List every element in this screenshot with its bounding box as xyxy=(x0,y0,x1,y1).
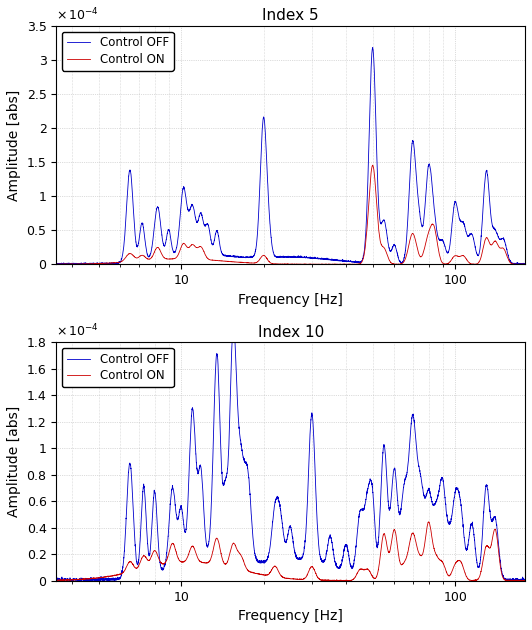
Control OFF xyxy=(53,575,60,582)
X-axis label: Frequency [Hz]: Frequency [Hz] xyxy=(238,609,343,623)
Control OFF xyxy=(77,576,83,583)
Control OFF xyxy=(351,556,358,564)
Control ON xyxy=(77,260,83,268)
Title: Index 5: Index 5 xyxy=(262,8,319,23)
Control ON xyxy=(516,577,522,585)
Control OFF xyxy=(426,486,432,494)
Control OFF xyxy=(401,255,407,262)
Line: Control ON: Control ON xyxy=(56,165,525,265)
Control OFF xyxy=(223,474,229,481)
Control OFF xyxy=(522,260,528,268)
Control ON xyxy=(223,560,229,568)
Line: Control OFF: Control OFF xyxy=(56,323,525,581)
Control ON xyxy=(522,260,528,268)
Control ON xyxy=(370,161,376,169)
Control ON xyxy=(330,576,337,584)
Control OFF xyxy=(512,261,519,268)
Control ON xyxy=(401,258,407,265)
Control ON xyxy=(401,559,407,566)
Line: Control OFF: Control OFF xyxy=(56,47,525,265)
Control ON xyxy=(223,258,229,265)
Control ON xyxy=(77,575,83,583)
Legend: Control OFF, Control ON: Control OFF, Control ON xyxy=(62,32,174,71)
Text: $\times\,10^{-4}$: $\times\,10^{-4}$ xyxy=(56,323,99,340)
Control ON xyxy=(426,227,432,235)
X-axis label: Frequency [Hz]: Frequency [Hz] xyxy=(238,293,343,307)
Control OFF xyxy=(370,43,376,51)
Control ON xyxy=(342,261,348,268)
Control OFF xyxy=(522,575,528,583)
Y-axis label: Amplitude [abs]: Amplitude [abs] xyxy=(7,89,21,201)
Control ON xyxy=(53,576,60,584)
Control OFF xyxy=(351,258,358,266)
Control ON xyxy=(330,261,337,268)
Control OFF xyxy=(223,252,229,260)
Text: $\times\,10^{-4}$: $\times\,10^{-4}$ xyxy=(56,7,99,23)
Legend: Control OFF, Control ON: Control OFF, Control ON xyxy=(62,348,174,387)
Control OFF xyxy=(330,551,337,558)
Control ON xyxy=(53,260,60,268)
Control OFF xyxy=(330,256,337,263)
Control ON xyxy=(425,518,431,525)
Control OFF xyxy=(77,260,83,268)
Control ON xyxy=(351,260,358,268)
Control OFF xyxy=(53,260,60,268)
Title: Index 10: Index 10 xyxy=(257,324,324,340)
Control OFF xyxy=(230,319,237,326)
Y-axis label: Amplitude [abs]: Amplitude [abs] xyxy=(7,406,21,517)
Control OFF xyxy=(401,481,407,488)
Line: Control ON: Control ON xyxy=(56,522,525,581)
Control OFF xyxy=(84,577,90,585)
Control ON xyxy=(351,575,358,582)
Control ON xyxy=(426,518,432,526)
Control ON xyxy=(522,576,528,584)
Control OFF xyxy=(426,161,432,168)
